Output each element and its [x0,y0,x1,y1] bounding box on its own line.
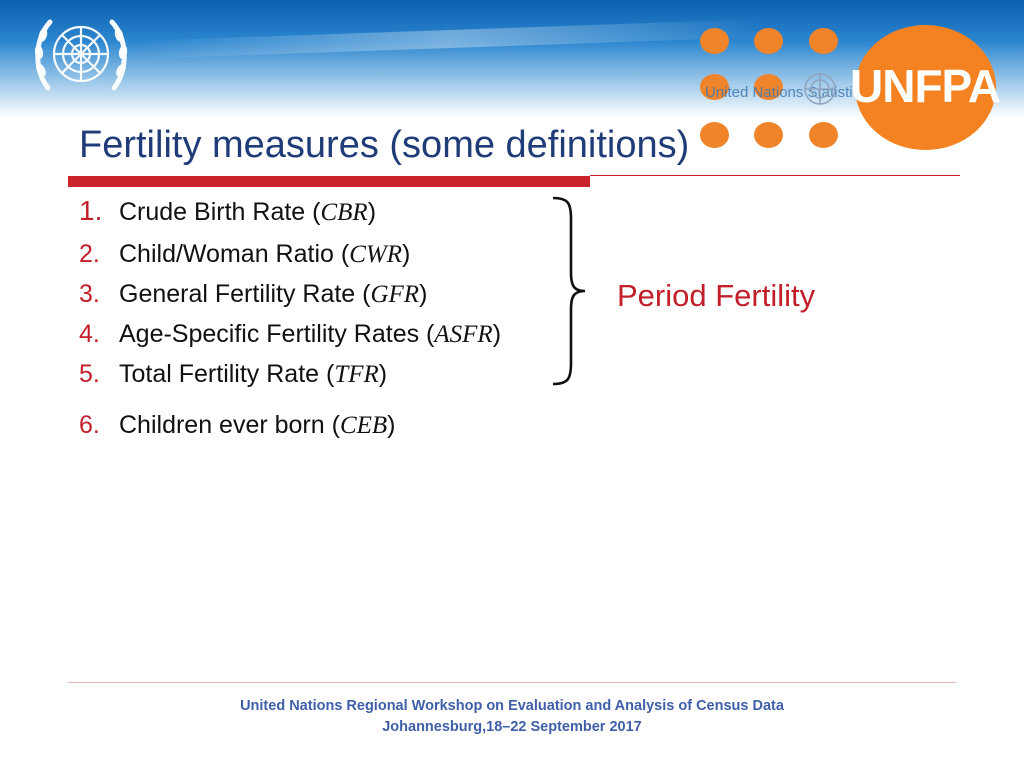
dot [754,122,783,148]
footer-rule [68,682,956,683]
dot [754,74,783,100]
item-number: 2. [79,240,100,268]
unfpa-circle [855,25,996,150]
list-item: 2. Child/Woman Ratio (CWR) [79,240,410,269]
dot [700,28,729,54]
item-abbr: CWR [349,241,402,268]
list-item: 5. Total Fertility Rate (TFR) [79,360,387,389]
dot [700,122,729,148]
un-small-emblem-icon [804,73,836,105]
unfpa-logo: UNFPA [850,60,1001,112]
list-item: 3. General Fertility Rate (GFR) [79,280,427,309]
item-close: ) [419,280,428,308]
item-abbr: ASFR [434,321,493,348]
list-item: 1. Crude Birth Rate (CBR) [79,195,376,227]
item-close: ) [367,198,377,226]
dot [809,122,838,148]
item-number: 3. [79,280,100,308]
list-item: 6. Children ever born (CEB) [79,411,395,440]
item-label: General Fertility Rate ( [119,280,371,308]
right-brace-icon [552,196,586,386]
title-rule [590,175,960,176]
un-emblem-icon [34,19,128,91]
item-abbr: TFR [334,361,379,388]
footer-location-date: Johannesburg,18–22 September 2017 [382,719,642,735]
dot [700,74,729,100]
item-number: 4. [79,320,100,348]
item-abbr: CBR [320,199,368,226]
item-label: Crude Birth Rate ( [119,198,321,226]
item-label: Children ever born ( [119,411,340,439]
item-close: ) [492,320,502,348]
item-number: 1. [79,195,103,226]
header-band [0,0,1024,118]
slide-title: Fertility measures (some definitions) [79,124,690,166]
title-underline [68,176,590,187]
item-number: 5. [79,360,100,388]
unfpa-dot-grid [700,28,840,150]
item-label: Age-Specific Fertility Rates ( [119,320,435,348]
item-abbr: GFR [370,281,420,308]
header-streak [140,19,760,59]
item-label: Child/Woman Ratio ( [119,240,350,268]
item-close: ) [401,240,411,268]
dot [754,28,783,54]
item-close: ) [387,411,396,439]
item-abbr: CEB [339,412,388,439]
footer-workshop: United Nations Regional Workshop on Eval… [240,698,784,714]
item-label: Total Fertility Rate ( [119,360,335,388]
list-item: 4. Age-Specific Fertility Rates (ASFR) [79,320,501,349]
period-fertility-label: Period Fertility [617,278,816,313]
item-number: 6. [79,411,100,439]
dot [809,28,838,54]
item-close: ) [378,360,388,388]
